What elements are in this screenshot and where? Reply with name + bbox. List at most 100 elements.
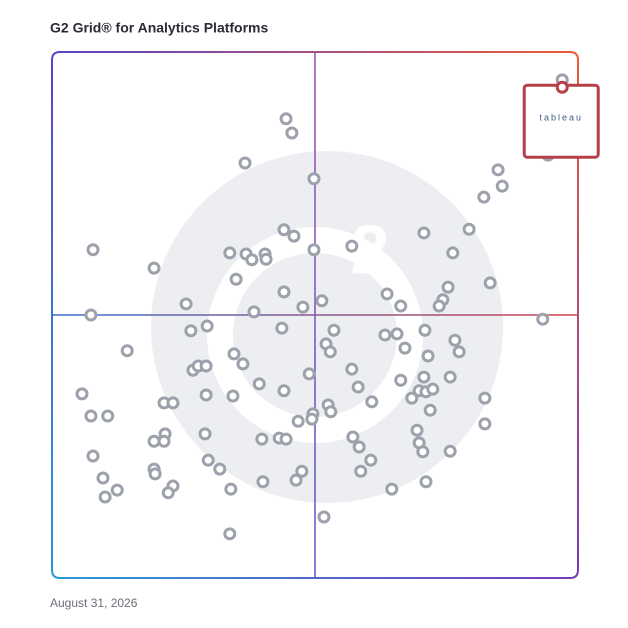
- product-point: [354, 464, 368, 478]
- product-point: [296, 300, 310, 314]
- product-point: [491, 163, 505, 177]
- product-point: [385, 482, 399, 496]
- product-point: [443, 370, 457, 384]
- product-point: [307, 172, 321, 186]
- product-point: [148, 467, 162, 481]
- product-point: [317, 510, 331, 524]
- product-point: [327, 323, 341, 337]
- product-point: [252, 377, 266, 391]
- product-point: [315, 294, 329, 308]
- product-point: [120, 344, 134, 358]
- product-point: [86, 243, 100, 257]
- product-point: [147, 261, 161, 275]
- product-point: [223, 527, 237, 541]
- product-point: [418, 323, 432, 337]
- product-point: [365, 395, 379, 409]
- product-point: [166, 396, 180, 410]
- product-point: [98, 490, 112, 504]
- product-point: [448, 333, 462, 347]
- product-point: [84, 409, 98, 423]
- product-point: [291, 414, 305, 428]
- product-point: [462, 222, 476, 236]
- product-point: [259, 252, 273, 266]
- product-point: [394, 299, 408, 313]
- product-point: [421, 349, 435, 363]
- product-point: [255, 432, 269, 446]
- product-point: [364, 453, 378, 467]
- product-point: [277, 223, 291, 237]
- product-point: [224, 482, 238, 496]
- product-point: [198, 427, 212, 441]
- highlight-label: tableau: [539, 113, 583, 123]
- product-point: [478, 417, 492, 431]
- product-point: [323, 345, 337, 359]
- product-point: [345, 239, 359, 253]
- product-point: [345, 362, 359, 376]
- product-point: [443, 444, 457, 458]
- product-point: [96, 471, 110, 485]
- product-point: [277, 285, 291, 299]
- product-point: [398, 341, 412, 355]
- product-point: [416, 445, 430, 459]
- product-point: [302, 367, 316, 381]
- product-point: [275, 321, 289, 335]
- product-point: [213, 462, 227, 476]
- product-point: [394, 373, 408, 387]
- product-point: [324, 405, 338, 419]
- product-point: [380, 287, 394, 301]
- product-point: [201, 453, 215, 467]
- product-point: [495, 179, 509, 193]
- product-point: [75, 387, 89, 401]
- highlight-point: [555, 80, 569, 94]
- product-point: [295, 464, 309, 478]
- product-point: [483, 276, 497, 290]
- product-point: [227, 347, 241, 361]
- product-point: [200, 319, 214, 333]
- product-point: [279, 432, 293, 446]
- product-point: [147, 434, 161, 448]
- product-point: [86, 449, 100, 463]
- product-point: [346, 430, 360, 444]
- product-point: [199, 359, 213, 373]
- product-point: [426, 382, 440, 396]
- product-point: [161, 486, 175, 500]
- product-point: [419, 475, 433, 489]
- product-point: [287, 229, 301, 243]
- product-point: [247, 305, 261, 319]
- product-point: [110, 483, 124, 497]
- product-point: [390, 327, 404, 341]
- product-point: [101, 409, 115, 423]
- product-point: [478, 391, 492, 405]
- product-point: [226, 389, 240, 403]
- date: August 31, 2026: [50, 596, 138, 610]
- product-point: [477, 190, 491, 204]
- product-point: [238, 156, 252, 170]
- product-point: [184, 324, 198, 338]
- product-point: [245, 253, 259, 267]
- chart-title: G2 Grid® for Analytics Platforms: [50, 20, 269, 36]
- product-point: [279, 112, 293, 126]
- product-point: [277, 384, 291, 398]
- product-point: [432, 299, 446, 313]
- product-point: [236, 357, 250, 371]
- product-point: [378, 328, 392, 342]
- product-point: [199, 388, 213, 402]
- product-point: [417, 370, 431, 384]
- product-point: [423, 403, 437, 417]
- product-point: [352, 440, 366, 454]
- product-point: [417, 226, 431, 240]
- product-point: [446, 246, 460, 260]
- product-point: [285, 126, 299, 140]
- product-point: [256, 475, 270, 489]
- product-point: [223, 246, 237, 260]
- product-point: [536, 312, 550, 326]
- product-point: [229, 272, 243, 286]
- product-point: [452, 345, 466, 359]
- product-point: [441, 280, 455, 294]
- product-point: [179, 297, 193, 311]
- product-point: [410, 423, 424, 437]
- product-point: [351, 380, 365, 394]
- product-point: [305, 412, 319, 426]
- product-point: [405, 391, 419, 405]
